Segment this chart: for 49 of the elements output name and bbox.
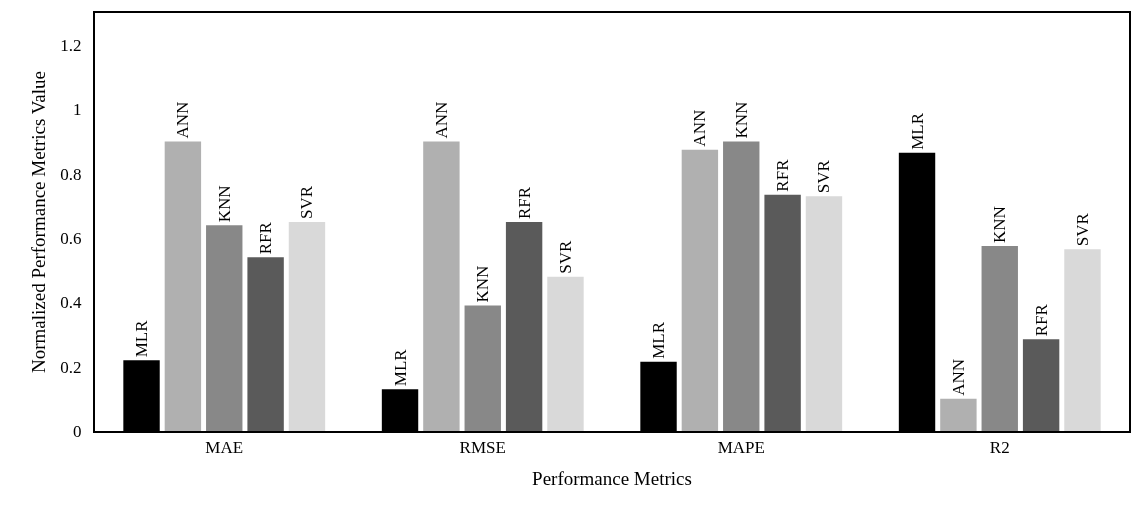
bar [805, 196, 843, 431]
bar [940, 398, 977, 431]
x-axis-title: Performance Metrics [532, 467, 692, 489]
bar [1064, 249, 1101, 431]
text: ANN [690, 109, 710, 147]
bar [981, 246, 1018, 431]
y-tick-label: 0 [73, 421, 82, 441]
bar [681, 149, 719, 431]
bar [464, 305, 501, 431]
text: SVR [297, 185, 317, 219]
bar [164, 141, 202, 431]
y-tick-label: 0.6 [60, 229, 82, 249]
bar [764, 194, 801, 431]
bar [1022, 339, 1060, 431]
bar [723, 141, 760, 431]
text: ANN [948, 359, 968, 396]
x-tick-label: MAE [205, 438, 244, 458]
bar [547, 276, 584, 431]
y-tick-label: 0.2 [60, 357, 82, 377]
text: ANN [173, 101, 193, 139]
x-tick-label: MAPE [717, 438, 765, 458]
bar [247, 257, 284, 431]
y-tick-label: 0.4 [60, 293, 83, 313]
x-tick-label: RMSE [459, 438, 506, 458]
text: RFR [1031, 304, 1051, 337]
text: SVR [1072, 213, 1092, 247]
bar [288, 222, 326, 431]
x-tick-label: R2 [989, 438, 1010, 458]
text: MLR [649, 322, 669, 359]
text: SVR [814, 160, 834, 194]
bar [206, 225, 243, 431]
bar [505, 222, 543, 431]
text: SVR [555, 240, 575, 274]
text: KNN [214, 185, 234, 223]
text: ANN [431, 101, 451, 139]
y-tick-label: 1 [73, 100, 82, 120]
text: KNN [731, 101, 751, 139]
text: KNN [990, 206, 1010, 244]
y-axis-title: Normalized Performance Metrics Value [27, 71, 49, 373]
text: KNN [473, 265, 493, 303]
y-tick-label: 1.2 [60, 36, 82, 56]
bar [423, 141, 460, 431]
text: MLR [390, 349, 410, 387]
text: RFR [256, 221, 276, 255]
text: RFR [514, 186, 534, 219]
text: MLR [132, 319, 152, 358]
text: MLR [907, 113, 927, 150]
text: RFR [773, 159, 793, 192]
y-tick-label: 0.8 [60, 164, 82, 184]
